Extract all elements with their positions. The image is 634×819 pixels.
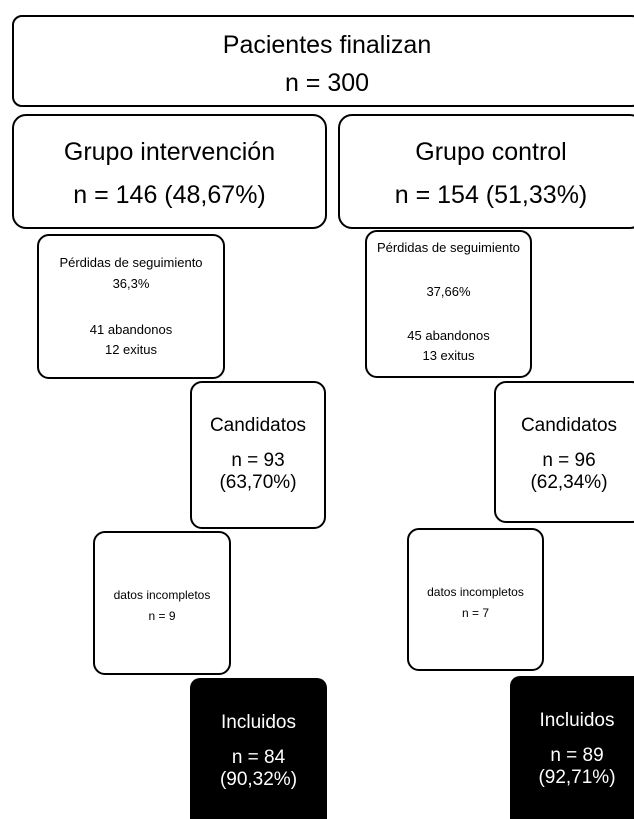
intervention-dropouts: 41 abandonos [89, 322, 173, 337]
control-candidates-box: Candidatos n = 96 (62,34%) [494, 381, 634, 523]
intervention-group-title: Grupo intervención [63, 138, 276, 166]
intervention-incomplete-title: datos incompletos [113, 588, 211, 602]
intervention-group-box: Grupo intervención n = 146 (48,67%) [12, 114, 327, 229]
control-included-title: Incluidos [539, 710, 615, 731]
control-group-count: n = 154 (51,33%) [394, 181, 588, 209]
control-incomplete-title: datos incompletos [427, 585, 524, 599]
control-incomplete-count: n = 7 [461, 606, 490, 620]
intervention-candidates-title: Candidatos [209, 415, 307, 436]
intervention-included-pct: (90,32%) [219, 769, 298, 790]
intervention-included-box: Incluidos n = 84 (90,32%) [190, 678, 327, 819]
intervention-deaths: 12 exitus [104, 342, 158, 357]
intervention-candidates-pct: (63,70%) [219, 472, 297, 493]
control-included-box: Incluidos n = 89 (92,71%) [510, 676, 634, 819]
total-patients-title: Pacientes finalizan [222, 31, 432, 59]
total-patients-count: n = 300 [284, 69, 370, 97]
intervention-losses-box: Pérdidas de seguimiento 36,3% 41 abandon… [37, 234, 225, 379]
intervention-losses-title: Pérdidas de seguimiento [59, 255, 203, 270]
control-dropouts: 45 abandonos [407, 328, 490, 343]
intervention-included-count: n = 84 [231, 747, 286, 768]
control-group-box: Grupo control n = 154 (51,33%) [338, 114, 634, 229]
intervention-incomplete-box: datos incompletos n = 9 [93, 531, 231, 675]
control-included-count: n = 89 [550, 745, 604, 766]
control-losses-pct: 37,66% [426, 284, 471, 299]
total-patients-box: Pacientes finalizan n = 300 [12, 15, 634, 107]
intervention-candidates-count: n = 93 [231, 450, 285, 471]
control-candidates-pct: (62,34%) [530, 472, 608, 493]
control-group-title: Grupo control [415, 138, 567, 166]
intervention-group-count: n = 146 (48,67%) [73, 181, 266, 209]
control-candidates-count: n = 96 [542, 450, 596, 471]
intervention-included-title: Incluidos [221, 712, 296, 733]
intervention-candidates-box: Candidatos n = 93 (63,70%) [190, 381, 326, 529]
intervention-incomplete-count: n = 9 [148, 609, 176, 623]
intervention-losses-pct: 36,3% [112, 276, 150, 291]
control-candidates-title: Candidatos [520, 415, 618, 436]
control-incomplete-box: datos incompletos n = 7 [407, 528, 544, 671]
control-included-pct: (92,71%) [538, 767, 616, 788]
control-losses-title: Pérdidas de seguimiento [376, 240, 521, 255]
control-deaths: 13 exitus [422, 348, 475, 363]
control-losses-box: Pérdidas de seguimiento 37,66% 45 abando… [365, 230, 532, 378]
